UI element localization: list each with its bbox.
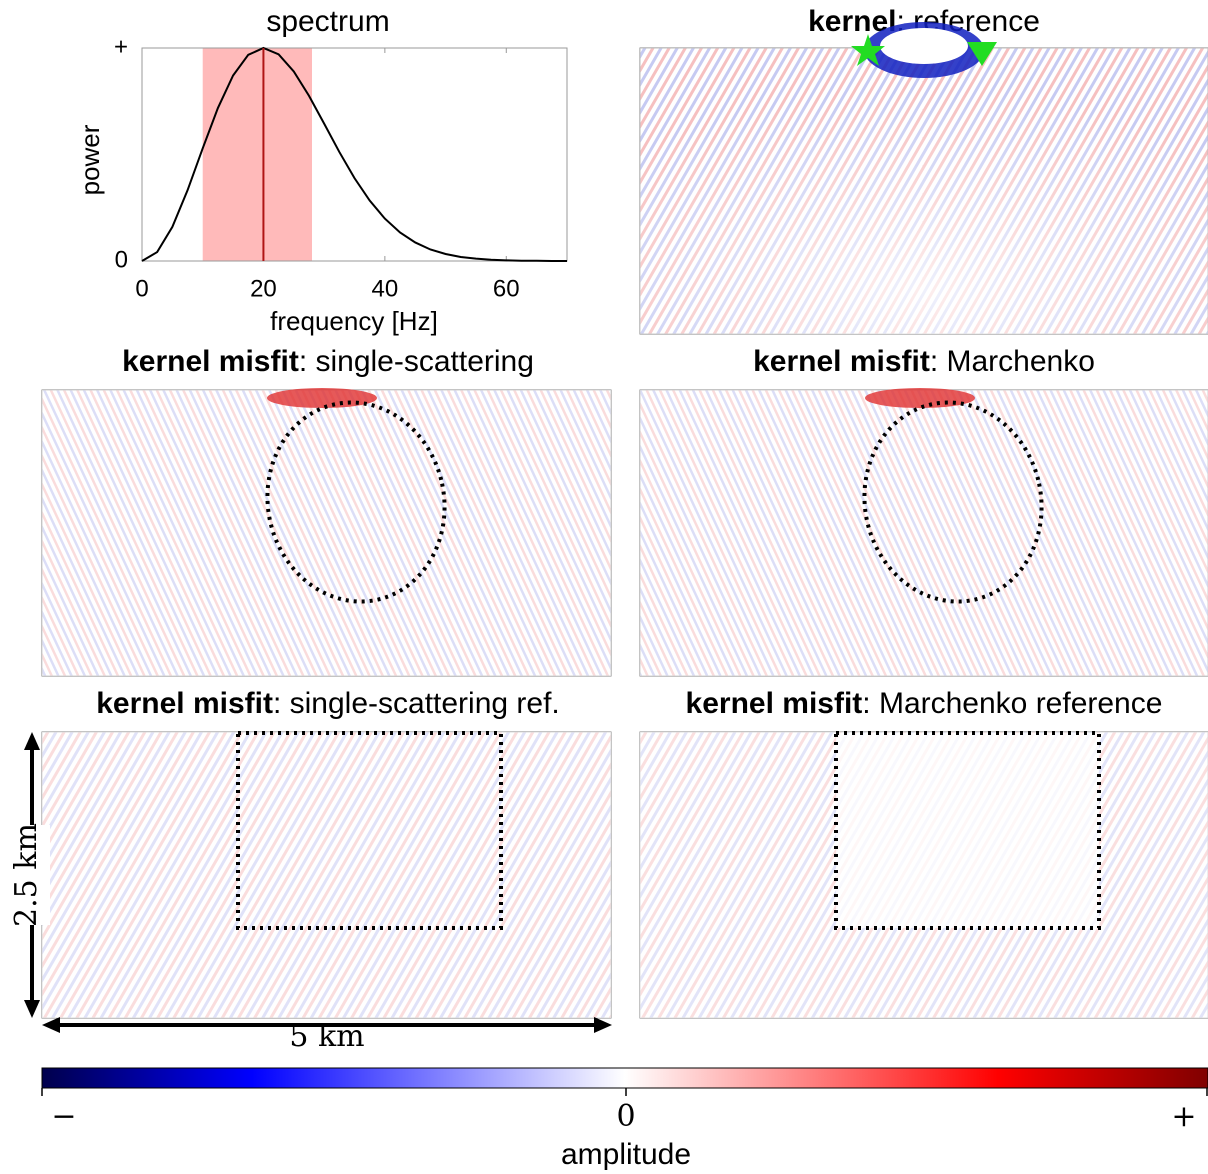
x-tick-label: 0 [135, 275, 148, 302]
image-shading [42, 732, 611, 1018]
colorbar-tick-label: − [51, 1099, 76, 1134]
panel-marchenko: kernel misfit: Marchenko [640, 345, 1208, 676]
image-shading [880, 28, 968, 64]
image-shading [640, 390, 1208, 676]
colorbar-tick-label: + [1171, 1099, 1196, 1134]
spectrum-chart: spectrum frequency [Hz] power 0 20 40 60 0 + [75, 5, 567, 336]
colorbar-label: amplitude [561, 1138, 691, 1171]
panel-single-scattering-ref: kernel misfit: single-scattering ref. [42, 687, 611, 1018]
image-shading [640, 48, 1208, 334]
arrow-head [594, 1017, 612, 1033]
x-axis-label: frequency [Hz] [270, 306, 438, 336]
colorbar-gradient [42, 1068, 1208, 1088]
scale-label: 5 km [289, 1019, 364, 1054]
panel-title: kernel misfit: Marchenko [753, 345, 1095, 378]
colorbar: − 0 + amplitude [42, 1068, 1208, 1171]
scale-label: 2.5 km [9, 823, 44, 927]
arrow-head [24, 1000, 40, 1018]
panel-title: kernel misfit: Marchenko reference [686, 687, 1163, 720]
panel-reference: kernel: reference [640, 5, 1208, 334]
image-shading [865, 388, 975, 408]
panel-title: kernel misfit: single-scattering [122, 345, 534, 378]
frequency-band [203, 48, 312, 261]
image-shading [42, 390, 611, 676]
colorbar-tick-label: 0 [616, 1099, 635, 1134]
y-tick-label: 0 [115, 246, 128, 273]
x-tick-label: 40 [372, 275, 399, 302]
x-tick-label: 20 [250, 275, 277, 302]
image-shading [836, 733, 1099, 928]
chart-title: spectrum [266, 5, 389, 38]
x-tick-label: 60 [493, 275, 520, 302]
arrow-head [42, 1017, 60, 1033]
panel-single-scattering: kernel misfit: single-scattering [42, 345, 611, 676]
y-axis-label: power [75, 124, 105, 195]
arrow-head [24, 732, 40, 750]
image-shading [267, 388, 377, 408]
y-tick-label: + [114, 33, 128, 60]
panel-title: kernel misfit: single-scattering ref. [96, 687, 560, 720]
figure: spectrum frequency [Hz] power 02040600+ … [0, 0, 1208, 1174]
panel-marchenko-reference: kernel misfit: Marchenko reference [640, 687, 1208, 1018]
